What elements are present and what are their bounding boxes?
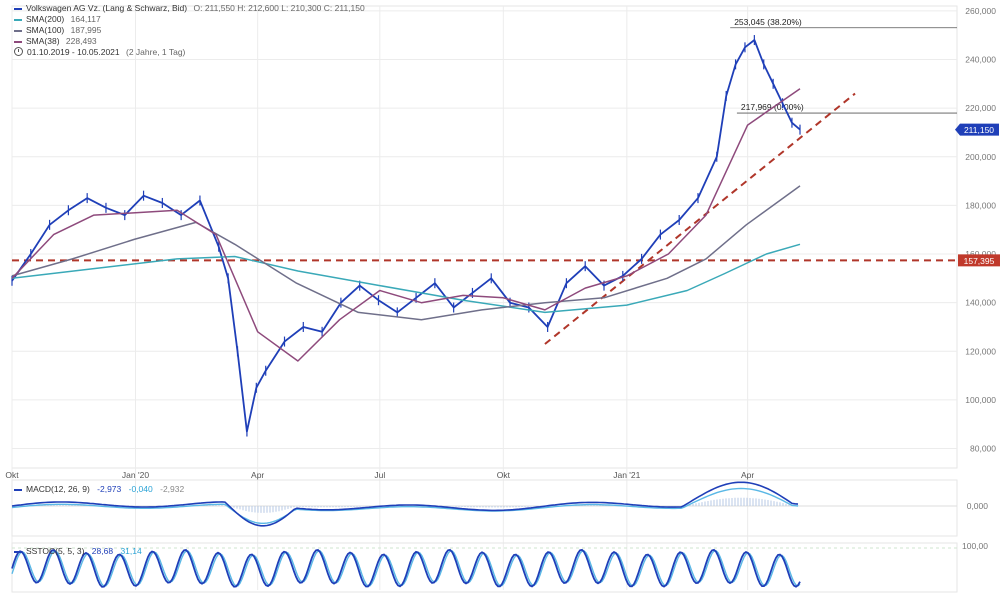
time-axis: Okt Jan '20 Apr Jul Okt Jan '21 Apr [5,470,754,480]
instrument-title: Volkswagen AG Vz. (Lang & Schwarz, Bid) [26,3,188,13]
level-lines: 253,045 (38.20%)217,969 (0.00%)157,395 [12,17,1000,345]
macd-legend: MACD(12, 26, 9) -2,973 -0,040 -2,932 [14,484,184,494]
last-price-tag-bg [955,123,999,136]
sma100-swatch [14,29,22,32]
x-tick-label: Jan '20 [122,470,149,480]
x-tick-label: Apr [741,470,754,480]
macd-value: -2,973 [97,484,122,494]
y-tick-label: 220,000 [965,103,996,113]
level-tag: 157,395 [958,254,1000,267]
sma-line-100 [11,185,801,321]
legend-title-row: Volkswagen AG Vz. (Lang & Schwarz, Bid) … [14,3,365,14]
sma38-value: 228,493 [65,36,97,46]
sma38-swatch [14,40,22,43]
sstoc-panel: 100,00 [11,541,988,593]
y-tick-label: 200,000 [965,152,996,162]
sma200-label: SMA(200) [26,14,65,24]
sma38-label: SMA(38) [26,36,60,46]
legend-sma200: SMA(200) 164,117 [14,14,365,25]
sstoc-frame [11,542,958,593]
sma-line-38 [11,88,801,362]
sstoc-d-line [11,549,801,587]
y-tick-label: 140,000 [965,298,996,308]
macd-panel: 0,000 [11,479,989,537]
sstoc-k-line [11,548,801,588]
level-tag-label: 157,395 [964,256,995,266]
legend-sma100: SMA(100) 187,995 [14,25,365,36]
y-tick-label: 240,000 [965,54,996,64]
chart-legend: Volkswagen AG Vz. (Lang & Schwarz, Bid) … [14,3,365,58]
sstoc-legend: SSTOC(5, 5, 3) 28,68 31,14 [14,546,142,556]
legend-range: 01.10.2019 - 10.05.2021 (2 Jahre, 1 Tag) [14,47,365,58]
last-price-tag-label: 211,150 [964,125,994,135]
x-tick-label: Apr [251,470,264,480]
macd-line [11,481,799,527]
y-tick-label: 180,000 [965,200,996,210]
sstoc-k-value: 28,68 [91,546,114,556]
x-tick-label: Okt [5,470,19,480]
sma200-value: 164,117 [70,14,101,24]
price-swatch [14,7,22,10]
price-grid [11,5,958,590]
price-axis: 80,000 100,000 120,000 140,000 160,000 180,00… [965,6,996,454]
range-note: (2 Jahre, 1 Tag) [126,47,186,57]
fib-level-label: 253,045 (38.20%) [734,17,802,27]
macd-zero-label: 0,000 [967,501,989,511]
last-price-tag: 211,150 [955,123,999,136]
sstoc-swatch [14,550,22,553]
y-tick-label: 100,000 [965,395,996,405]
macd-frame [11,479,958,537]
legend-sma38: SMA(38) 228,493 [14,36,365,47]
level-tag-bg [958,254,1000,267]
sma200-swatch [14,18,22,21]
y-tick-label: 160,000 [965,249,996,259]
trendline [544,92,856,345]
sma100-label: SMA(100) [26,25,65,35]
macd-swatch [14,488,22,491]
ohlc-values: O: 211,550 H: 212,600 L: 210,300 C: 211,… [193,3,365,13]
price-plot-frame [11,5,958,469]
sstoc-label: SSTOC(5, 5, 3) [26,546,85,556]
macd-label: MACD(12, 26, 9) [26,484,90,494]
y-tick-label: 120,000 [965,346,996,356]
sstoc-top-label: 100,00 [962,541,988,551]
macd-signal-line [11,487,799,524]
x-tick-label: Okt [497,470,511,480]
macd-hist-value: -2,932 [160,484,185,494]
sstoc-d-value: 31,14 [120,546,142,556]
macd-signal-value: -0,040 [128,484,153,494]
x-tick-label: Jan '21 [613,470,640,480]
y-tick-label: 260,000 [965,6,996,16]
date-range: 01.10.2019 - 10.05.2021 [27,47,120,57]
clock-icon [14,47,23,56]
x-tick-label: Jul [374,470,385,480]
sma-line-200 [11,243,801,314]
price-series [11,35,801,437]
sma100-value: 187,995 [70,25,102,35]
y-tick-label: 80,000 [970,444,996,454]
price-line [11,39,801,433]
